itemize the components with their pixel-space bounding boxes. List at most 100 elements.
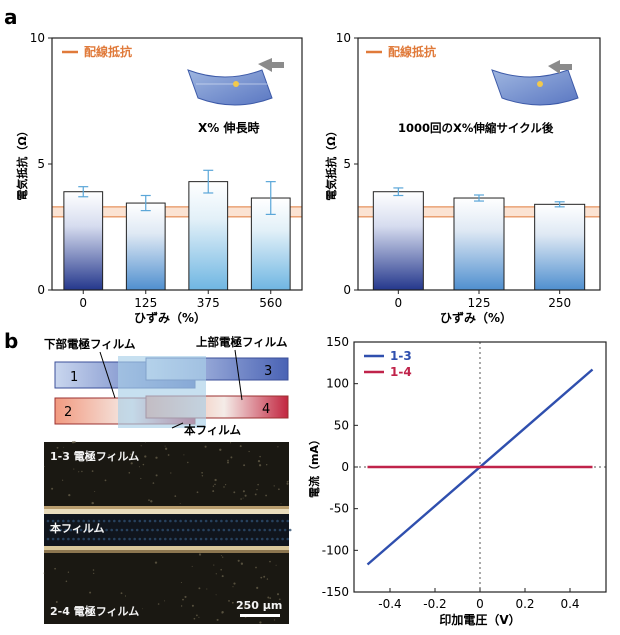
y-axis-label: 電気抵抗（Ω） xyxy=(15,125,29,200)
fiber-dot xyxy=(286,519,290,523)
fiber-dot xyxy=(79,528,83,532)
legend-label: 配線抵抗 xyxy=(84,44,132,59)
fiber-dot xyxy=(268,528,272,532)
fiber-dot xyxy=(51,519,55,523)
speckle xyxy=(94,491,96,492)
fiber-dot xyxy=(67,519,70,523)
speckle xyxy=(183,454,185,456)
fiber-dot xyxy=(87,537,91,541)
fiber-dot xyxy=(240,537,244,541)
fiber-dot xyxy=(207,528,210,532)
iv-line-chart: 電流（mA） 印加電圧（V） -150 -100 -50 0 50 100 150 -0.4… xyxy=(307,335,607,627)
panel-label-b: b xyxy=(4,329,18,353)
fiber-dot xyxy=(46,537,50,541)
speckle xyxy=(256,488,258,491)
bar-125 xyxy=(125,202,166,291)
speckle xyxy=(257,459,261,463)
legend-label: 配線抵抗 xyxy=(388,44,436,59)
speckle xyxy=(124,595,127,597)
y-tick-label: 0 xyxy=(341,460,349,474)
speckle xyxy=(108,454,111,456)
stretched-film-illustration xyxy=(491,60,579,106)
speckle xyxy=(260,576,263,579)
fiber-dot xyxy=(143,537,147,541)
stretched-film-illustration xyxy=(187,58,284,106)
speckle xyxy=(201,475,204,477)
fiber-dot xyxy=(77,519,80,523)
speckle xyxy=(223,486,225,488)
stretch-arrow-icon xyxy=(258,58,284,72)
speckle xyxy=(198,587,201,590)
speckle xyxy=(55,601,58,603)
fiber-dot xyxy=(141,528,144,532)
fiber-dot xyxy=(245,519,249,523)
fiber-dot xyxy=(276,519,279,523)
main-film-label: 本フィルム xyxy=(184,423,242,437)
fiber-dot xyxy=(164,537,167,541)
upper-film-label: 上部電極フィルム xyxy=(196,335,288,349)
speckle xyxy=(43,572,45,574)
speckle xyxy=(233,491,236,494)
speckle xyxy=(220,555,222,557)
fiber-dot xyxy=(128,519,131,523)
bar-375 xyxy=(188,181,229,291)
fiber-dot xyxy=(243,528,246,532)
y-tick-label: 150 xyxy=(326,335,349,349)
fiber-dot xyxy=(102,537,106,541)
legend-label-1-4: 1-4 xyxy=(390,365,412,379)
speckle xyxy=(128,472,131,474)
legend-label-1-3: 1-3 xyxy=(390,349,412,363)
electrode-label-3: 3 xyxy=(264,364,272,379)
y-tick-label: 5 xyxy=(37,157,45,171)
speckle xyxy=(269,560,271,563)
x-tick-label: 560 xyxy=(259,296,282,310)
speckle xyxy=(92,569,95,571)
fiber-dot xyxy=(56,519,60,523)
fiber-dot xyxy=(176,528,180,532)
speckle xyxy=(242,497,244,499)
speckle xyxy=(259,621,262,624)
fiber-dot xyxy=(158,519,162,523)
speckle xyxy=(65,580,68,583)
fiber-dot xyxy=(102,519,106,523)
y-tick-label: 10 xyxy=(30,31,45,45)
fiber-dot xyxy=(250,519,254,523)
fiber-dot xyxy=(138,519,142,523)
speckle xyxy=(277,446,279,448)
fiber-dot xyxy=(72,537,75,541)
speckle xyxy=(67,571,70,573)
speckle xyxy=(258,464,262,467)
speckle xyxy=(184,595,187,598)
speckle xyxy=(201,471,203,474)
fiber-dot xyxy=(95,528,98,532)
speckle xyxy=(198,616,200,618)
fiber-dot xyxy=(143,519,147,523)
fiber-dot xyxy=(232,528,236,532)
fiber-dot xyxy=(220,537,223,541)
fiber-dot xyxy=(105,528,108,532)
speckle xyxy=(266,578,269,580)
fiber-dot xyxy=(192,528,195,532)
fiber-dot xyxy=(113,537,116,541)
speckle xyxy=(198,553,202,556)
micrograph-bottom-label: 2-4 電極フィルム xyxy=(50,604,139,618)
speckle xyxy=(154,561,158,564)
fiber-dot xyxy=(230,519,233,523)
fiber-dot xyxy=(266,537,269,541)
fiber-dot xyxy=(77,537,80,541)
legend: 配線抵抗 xyxy=(62,44,132,59)
fiber-dot xyxy=(130,528,134,532)
speckle xyxy=(187,461,189,464)
electrode-label-2: 2 xyxy=(64,405,72,420)
speckle xyxy=(214,478,217,482)
speckle xyxy=(225,484,227,486)
fiber-dot xyxy=(128,537,131,541)
fiber-dot xyxy=(273,528,277,532)
speckle xyxy=(237,559,240,562)
fiber-dot xyxy=(100,528,103,532)
speckle xyxy=(242,490,245,493)
fiber-dot xyxy=(189,519,193,523)
x-tick-label: 0.4 xyxy=(560,597,579,611)
x-axis-label: 印加電圧（V） xyxy=(439,612,520,627)
speckle xyxy=(43,466,45,468)
